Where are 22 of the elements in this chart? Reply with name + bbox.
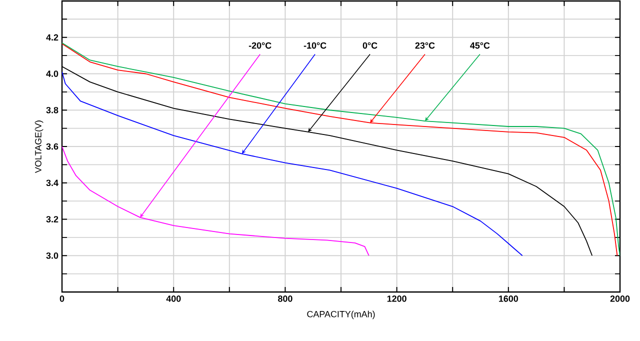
line-series xyxy=(62,146,370,256)
y-tick-label: 3.0 xyxy=(46,252,58,259)
y-tick-label: 3.4 xyxy=(46,180,58,186)
annotation: 0°C xyxy=(362,42,378,49)
x-tick-label: 800 xyxy=(278,296,292,302)
annotation: -20°C xyxy=(248,42,272,49)
x-axis-title: CAPACITY(mAh) xyxy=(307,310,375,320)
y-tick-label: 4.0 xyxy=(46,70,58,77)
annotation: 23°C xyxy=(415,42,435,49)
y-tick-label: 3.2 xyxy=(46,216,58,222)
y-tick-label: 3.8 xyxy=(46,106,58,114)
x-tick-label: 1200 xyxy=(387,296,406,302)
y-tick-label: 4.2 xyxy=(46,34,58,41)
annotation: -10°C xyxy=(304,42,326,49)
y-axis-title: VOLTAGE(V) xyxy=(34,120,44,173)
x-tick-label: 1600 xyxy=(499,296,518,302)
x-tick-label: 400 xyxy=(166,296,181,302)
annotation: 45°C xyxy=(470,42,490,49)
x-tick-label: 0 xyxy=(60,296,64,302)
y-tick-label: 3.6 xyxy=(46,143,58,150)
x-tick-label: 2000 xyxy=(610,296,630,302)
line-series xyxy=(62,71,523,256)
